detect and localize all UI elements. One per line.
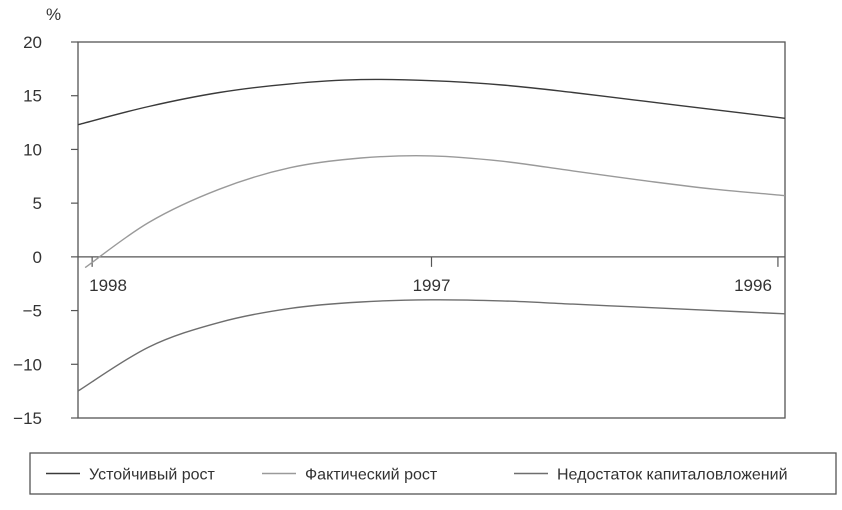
y-tick-label: 15	[23, 87, 42, 106]
x-tick-label: 1996	[734, 276, 772, 295]
y-axis-unit-label: %	[46, 5, 61, 24]
legend-label: Недостаток капиталовложений	[557, 467, 788, 484]
plot-frame	[77, 41, 786, 419]
y-tick-label: −15	[13, 409, 42, 428]
x-tick-label: 1998	[89, 276, 127, 295]
y-tick-label: 5	[33, 194, 42, 213]
legend: Устойчивый рост Фактический рост Недостато…	[29, 452, 837, 495]
series-line-underinvestment	[77, 299, 786, 392]
y-tick-label: 0	[33, 248, 42, 267]
series-group	[77, 78, 786, 392]
legend-label: Фактический рост	[305, 467, 438, 484]
y-tick-label: 10	[23, 140, 42, 159]
y-tick-label: −10	[13, 355, 42, 374]
y-tick-label: 20	[23, 33, 42, 52]
y-tick-label: −5	[23, 302, 42, 321]
x-tick-label: 1997	[413, 276, 451, 295]
legend-label: Устойчивый рост	[89, 467, 216, 484]
series-line-sustainable-growth	[77, 78, 786, 126]
legend-box	[29, 452, 837, 495]
axes	[71, 41, 786, 419]
series-line-actual-growth	[84, 155, 786, 269]
labels: 20 15 10 5 0 −5 −10 −15% 1998 1997 1996	[13, 5, 772, 428]
